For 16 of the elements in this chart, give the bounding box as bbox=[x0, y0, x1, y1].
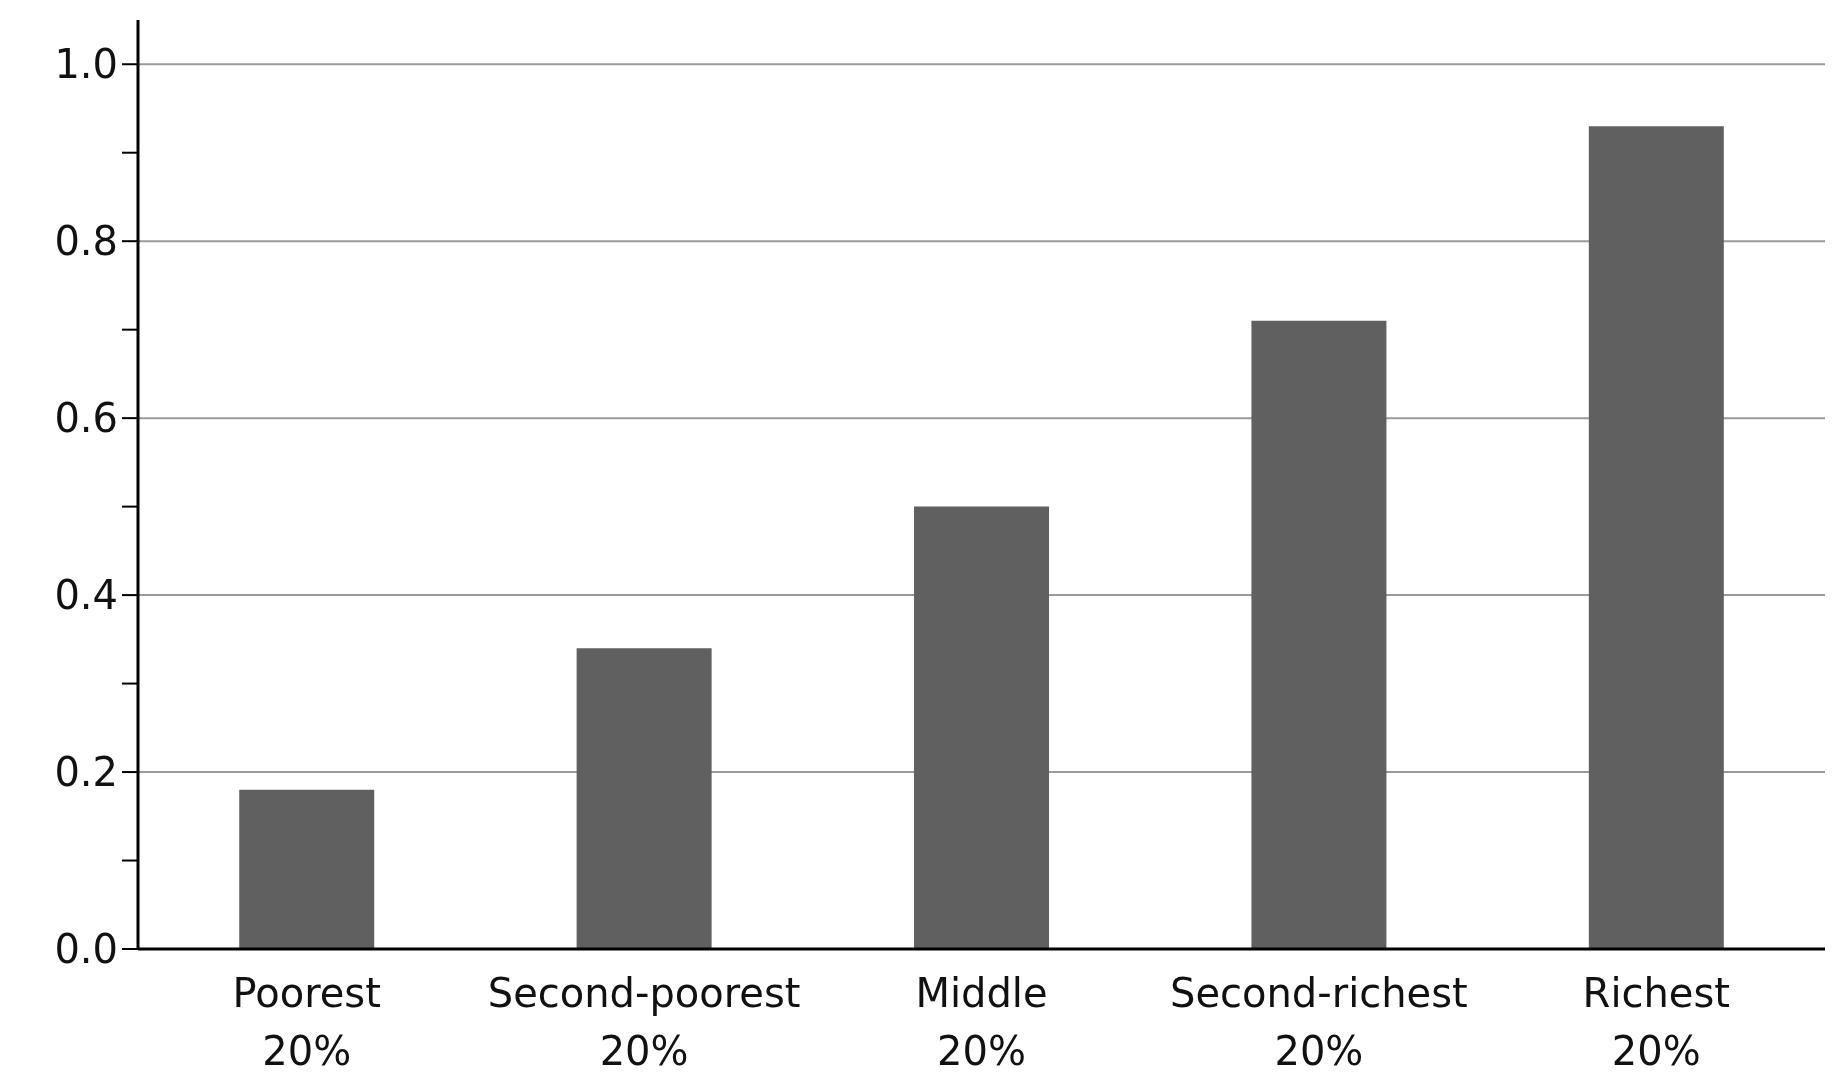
bar bbox=[239, 789, 375, 949]
bar bbox=[1588, 126, 1724, 949]
bar bbox=[576, 648, 712, 949]
y-tick-label: 0.2 bbox=[54, 749, 118, 796]
bar bbox=[914, 506, 1050, 949]
bar bbox=[1251, 320, 1387, 949]
x-tick-label: Second-richest 20% bbox=[1170, 970, 1468, 1074]
y-tick-label: 1.0 bbox=[54, 41, 118, 88]
y-tick-label: 0.8 bbox=[54, 218, 118, 265]
x-tick-label: Second-poorest 20% bbox=[487, 970, 801, 1074]
y-tick-label: 0.6 bbox=[54, 395, 118, 442]
x-tick-label: Middle 20% bbox=[915, 970, 1048, 1074]
y-tick-label: 0.0 bbox=[54, 926, 118, 972]
x-tick-label: Poorest 20% bbox=[232, 970, 381, 1074]
x-tick-label: Richest 20% bbox=[1582, 970, 1730, 1074]
y-tick-label: 0.4 bbox=[54, 572, 118, 619]
